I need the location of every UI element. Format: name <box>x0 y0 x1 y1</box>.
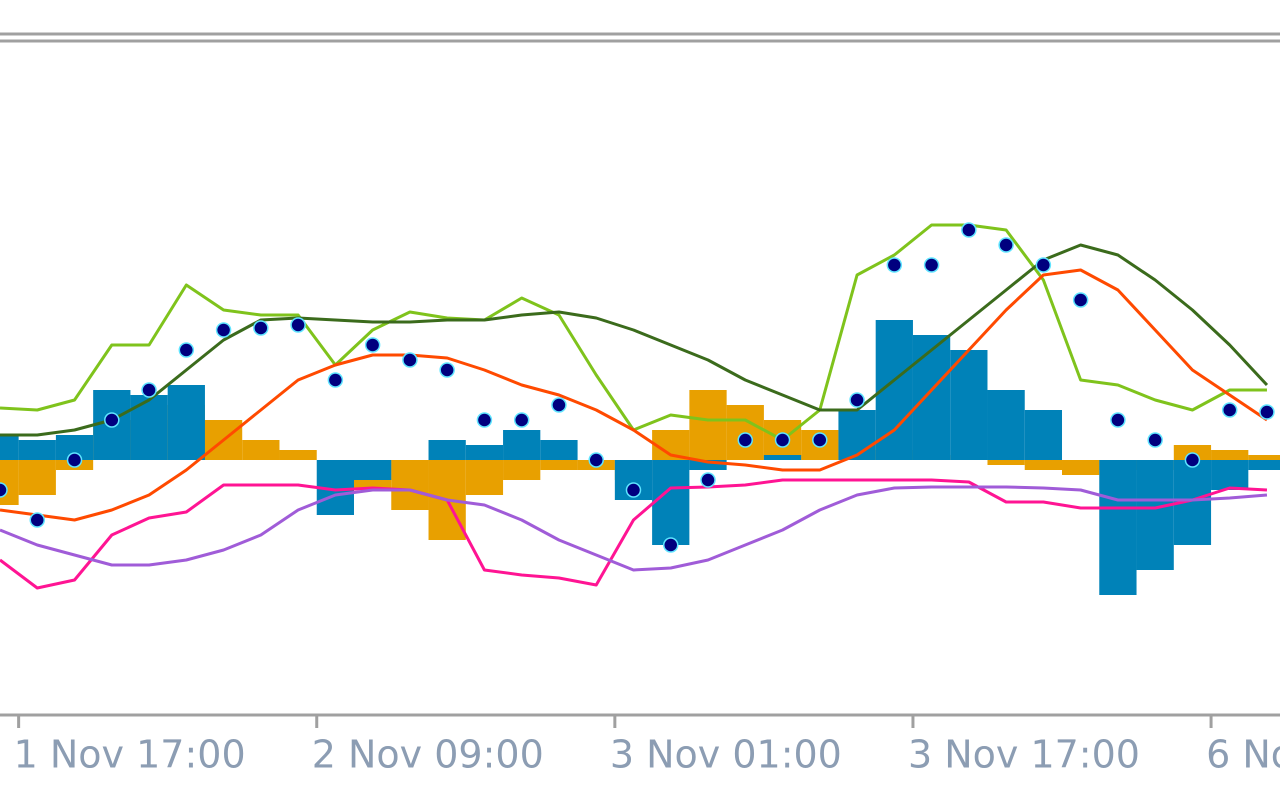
dot-marker <box>662 537 679 553</box>
histogram-bar <box>1248 455 1280 460</box>
histogram-bar <box>1062 460 1100 475</box>
x-tick-label: 3 Nov 01:00 <box>610 733 842 777</box>
histogram-bar <box>1248 460 1280 470</box>
histogram-bar <box>689 390 727 460</box>
dot-marker <box>737 432 754 448</box>
histogram-bar <box>18 460 56 495</box>
dot-marker <box>551 397 567 413</box>
histogram-bar <box>465 460 504 495</box>
histogram-bar <box>950 350 988 460</box>
dot-marker <box>700 472 716 488</box>
dot-marker <box>812 432 828 448</box>
histogram-bar <box>391 460 429 510</box>
histogram-bar <box>1024 410 1063 460</box>
histogram-bar <box>242 440 280 460</box>
indicator-line <box>0 268 1268 522</box>
histogram-bar <box>279 450 317 460</box>
indicator-line <box>0 478 1268 590</box>
dot-marker <box>29 512 46 528</box>
x-tick-label: 2 Nov 09:00 <box>312 733 544 777</box>
dot-marker <box>849 392 865 408</box>
histogram-bar <box>987 390 1025 460</box>
dot-marker <box>215 322 232 338</box>
histogram-bar <box>503 430 541 460</box>
dot-marker <box>104 412 120 428</box>
histogram-bar <box>838 410 876 460</box>
dot-marker <box>0 482 8 498</box>
dot-marker <box>886 257 903 273</box>
dot-marker <box>1072 292 1089 308</box>
histogram-bar <box>465 445 504 460</box>
histogram-bar <box>0 435 19 460</box>
histogram-bar <box>540 440 578 460</box>
dot-marker <box>1184 452 1201 468</box>
indicator-line <box>0 485 1268 572</box>
dot-marker <box>961 222 977 238</box>
x-tick-label: 3 Nov 17:00 <box>908 733 1140 777</box>
dot-marker <box>327 372 344 388</box>
dot-marker <box>1221 402 1238 418</box>
histogram-bar <box>354 460 392 480</box>
dot-marker <box>513 412 530 428</box>
dot-marker <box>364 337 381 353</box>
dot-marker <box>439 362 455 378</box>
histogram-bar <box>689 460 727 470</box>
dot-marker <box>66 452 83 468</box>
dot-marker <box>253 320 269 336</box>
histogram-bar <box>912 335 951 460</box>
dot-marker <box>625 482 642 498</box>
indicator-line <box>0 243 1269 437</box>
histogram-bar <box>1211 450 1249 460</box>
dot-marker <box>290 317 306 333</box>
dot-marker <box>141 382 157 398</box>
histogram-bar <box>987 460 1025 465</box>
dot-marker <box>774 432 791 448</box>
dot-marker <box>588 452 604 468</box>
histogram-bar <box>763 455 802 460</box>
dot-marker <box>1147 432 1163 448</box>
histogram-bar <box>18 440 56 460</box>
dot-marker <box>923 257 940 273</box>
x-tick-label: 1 Nov 17:00 <box>14 733 246 777</box>
histogram-bar <box>428 440 466 460</box>
histogram-bar <box>167 385 205 460</box>
histogram-bar <box>540 460 578 470</box>
histogram-bar <box>130 395 168 460</box>
dot-marker <box>1259 404 1275 420</box>
dot-marker <box>178 342 195 358</box>
histogram-bar <box>1024 460 1063 470</box>
histogram-bar <box>652 460 690 545</box>
dot-marker <box>998 237 1014 253</box>
histogram-bar <box>1099 460 1137 595</box>
histogram-bar <box>1136 460 1174 570</box>
dot-marker <box>476 412 493 428</box>
dot-marker <box>1110 412 1126 428</box>
histogram-bar <box>1211 460 1249 490</box>
histogram-bar <box>0 460 19 505</box>
histogram-bar <box>503 460 541 480</box>
dot-marker <box>402 352 418 368</box>
x-tick-label: 6 No <box>1206 733 1280 777</box>
dot-marker <box>1035 257 1052 273</box>
